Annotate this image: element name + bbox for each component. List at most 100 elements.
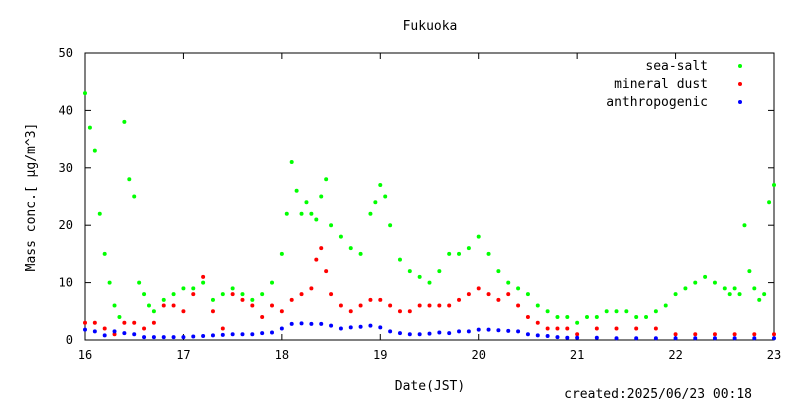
data-point bbox=[614, 309, 619, 314]
data-point bbox=[314, 217, 319, 222]
data-point bbox=[309, 211, 314, 216]
data-point bbox=[83, 320, 87, 325]
data-point bbox=[437, 269, 442, 274]
data-point bbox=[772, 183, 776, 188]
data-point bbox=[486, 292, 491, 297]
data-point bbox=[732, 332, 737, 337]
data-point bbox=[368, 211, 373, 216]
data-point bbox=[279, 326, 284, 331]
data-point bbox=[250, 332, 255, 337]
data-point bbox=[427, 303, 432, 308]
data-point bbox=[132, 332, 137, 337]
x-axis-title: Date(JST) bbox=[395, 379, 465, 394]
data-point bbox=[338, 326, 343, 331]
data-point bbox=[181, 286, 186, 291]
data-point bbox=[545, 309, 550, 314]
data-point bbox=[289, 160, 294, 165]
data-point bbox=[260, 292, 265, 297]
data-point bbox=[122, 119, 127, 124]
data-point bbox=[338, 234, 343, 239]
plot-frame bbox=[84, 52, 775, 341]
data-point bbox=[142, 326, 147, 331]
data-point bbox=[324, 177, 329, 182]
data-point bbox=[693, 280, 698, 285]
y-axis-title: Mass conc.[ µg/m^3] bbox=[24, 123, 39, 272]
data-point bbox=[767, 200, 772, 205]
data-point bbox=[555, 326, 560, 331]
data-point bbox=[437, 330, 442, 335]
data-point bbox=[270, 330, 275, 335]
x-tick-label: 17 bbox=[176, 348, 190, 362]
data-point bbox=[417, 274, 422, 279]
data-point bbox=[161, 335, 166, 340]
data-point bbox=[92, 320, 97, 325]
data-point bbox=[279, 251, 284, 256]
data-point bbox=[653, 309, 658, 314]
data-point bbox=[555, 315, 560, 320]
data-point bbox=[348, 325, 353, 330]
data-point bbox=[97, 211, 102, 216]
x-tick-label: 18 bbox=[275, 348, 289, 362]
data-point bbox=[368, 297, 373, 302]
data-point bbox=[368, 323, 373, 328]
legend: sea-salt mineral dust anthropogenic bbox=[606, 59, 742, 110]
data-point bbox=[747, 269, 752, 274]
data-point bbox=[496, 328, 501, 333]
data-point bbox=[112, 329, 117, 334]
data-point bbox=[457, 329, 462, 334]
data-point bbox=[575, 332, 580, 337]
data-point bbox=[230, 292, 235, 297]
data-point bbox=[87, 125, 92, 130]
data-point bbox=[299, 321, 304, 326]
data-point bbox=[535, 303, 540, 308]
data-point bbox=[447, 251, 452, 256]
data-point bbox=[407, 332, 412, 337]
data-point bbox=[673, 292, 678, 297]
data-point bbox=[92, 329, 97, 334]
data-point bbox=[289, 297, 294, 302]
data-point bbox=[397, 331, 402, 336]
data-point bbox=[712, 336, 717, 341]
data-point bbox=[673, 332, 678, 337]
data-point bbox=[772, 336, 776, 341]
data-point bbox=[772, 332, 776, 337]
data-point bbox=[142, 292, 147, 297]
data-point bbox=[397, 309, 402, 314]
data-point bbox=[92, 148, 97, 153]
data-point bbox=[466, 292, 471, 297]
data-point bbox=[693, 336, 698, 341]
data-point bbox=[319, 194, 324, 199]
x-tick-label: 19 bbox=[373, 348, 387, 362]
data-point bbox=[358, 251, 363, 256]
data-point bbox=[447, 303, 452, 308]
data-point bbox=[757, 297, 762, 302]
data-point bbox=[427, 280, 432, 285]
data-point bbox=[102, 333, 107, 338]
data-point bbox=[486, 327, 491, 332]
data-point bbox=[727, 292, 732, 297]
data-point bbox=[127, 177, 132, 182]
data-point bbox=[348, 309, 353, 314]
data-point bbox=[712, 332, 717, 337]
data-point bbox=[545, 333, 550, 338]
data-point bbox=[594, 315, 599, 320]
x-tick-label: 22 bbox=[668, 348, 682, 362]
data-point bbox=[112, 332, 117, 337]
data-point bbox=[181, 309, 186, 314]
data-point bbox=[151, 335, 156, 340]
data-point bbox=[122, 331, 127, 336]
x-tick-label: 21 bbox=[570, 348, 584, 362]
data-point bbox=[427, 331, 432, 336]
data-point bbox=[107, 280, 112, 285]
data-point bbox=[634, 326, 639, 331]
data-point bbox=[210, 333, 215, 338]
y-tick-label: 50 bbox=[59, 46, 73, 60]
data-point bbox=[575, 335, 580, 340]
data-point bbox=[732, 286, 737, 291]
data-point bbox=[555, 335, 560, 340]
data-point bbox=[565, 326, 570, 331]
legend-marker bbox=[738, 64, 742, 68]
data-point bbox=[102, 326, 107, 331]
data-point bbox=[516, 303, 521, 308]
